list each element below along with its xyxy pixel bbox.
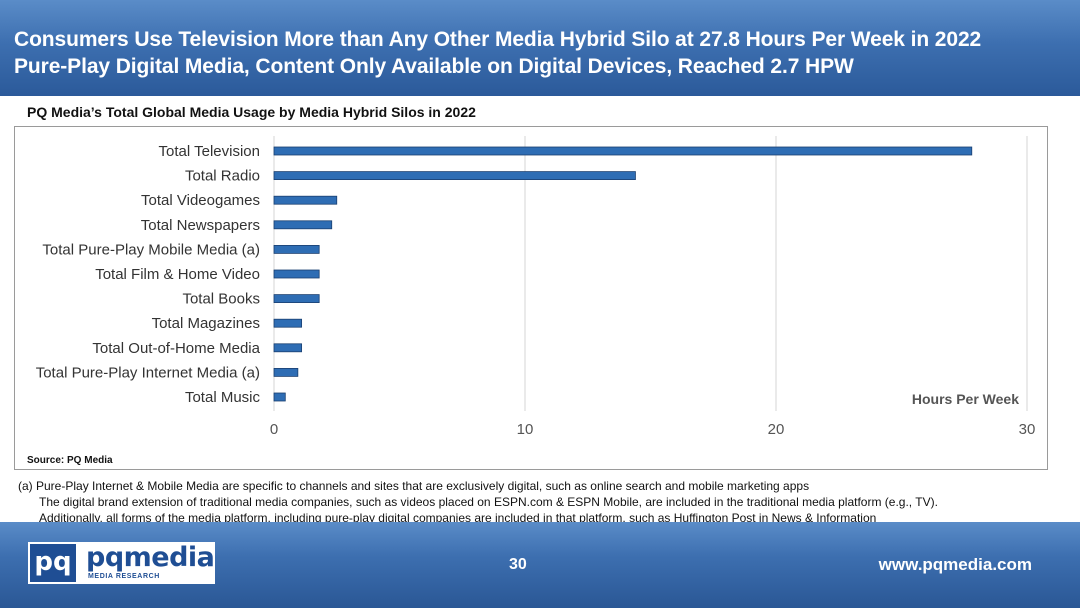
bar-0 [273,146,973,156]
category-label-4: Total Pure-Play Mobile Media (a) [42,241,260,258]
footnote-2: The digital brand extension of tradition… [39,495,938,509]
x-tick-label-0: 0 [270,421,278,438]
bar-1 [273,171,636,180]
x-tick-label-1: 10 [517,421,534,438]
slide-footer: pq pqmedia MEDIA RESEARCH 30 www.pqmedia… [0,522,1080,608]
bar-chart: 0 10 20 30 Total Television Total Radio Total … [36,136,1036,438]
x-axis-label: Hours Per Week [912,391,1019,407]
bar-5 [273,269,320,279]
footnote-1: (a) Pure-Play Internet & Mobile Media ar… [18,479,810,493]
chart-frame: 0 10 20 30 Total Television Total Radio Total … [14,126,1048,470]
bar-2 [273,195,338,205]
category-label-9: Total Pure-Play Internet Media (a) [36,364,260,381]
category-label-6: Total Books [182,291,260,308]
chart-title: PQ Media’s Total Global Media Usage by M… [27,104,476,120]
category-label-2: Total Videogames [141,192,260,209]
category-label-10: Total Music [185,389,261,406]
pqmedia-logo: pq pqmedia MEDIA RESEARCH [28,542,215,584]
headline-line-1: Consumers Use Television More than Any O… [14,28,982,51]
bar-4 [273,245,320,254]
slide-header: Consumers Use Television More than Any O… [0,0,1080,96]
website-link[interactable]: www.pqmedia.com [878,555,1032,574]
footnote-3: Additionally, all forms of the media pla… [39,511,877,525]
x-tick-label-3: 30 [1019,421,1036,438]
logo-mark: pq [30,544,76,582]
bar-10 [273,392,286,402]
category-label-5: Total Film & Home Video [95,266,260,283]
category-label-7: Total Magazines [152,315,260,332]
bar-3 [273,220,333,230]
category-label-3: Total Newspapers [141,217,260,234]
bar-7 [273,318,303,328]
logo-tagline: MEDIA RESEARCH [88,573,160,580]
category-label-1: Total Radio [185,168,260,185]
logo-name: pqmedia [86,542,215,573]
headline-line-2: Pure-Play Digital Media, Content Only Av… [14,55,854,78]
bar-8 [273,343,303,353]
chart-source: Source: PQ Media [27,455,113,466]
category-label-8: Total Out-of-Home Media [92,340,260,357]
bar-9 [273,367,299,377]
footnotes: (a) Pure-Play Internet & Mobile Media ar… [18,478,1068,526]
page-number: 30 [509,556,527,573]
x-tick-label-2: 20 [768,421,785,438]
category-label-0: Total Television [159,143,260,160]
bar-6 [273,294,320,304]
